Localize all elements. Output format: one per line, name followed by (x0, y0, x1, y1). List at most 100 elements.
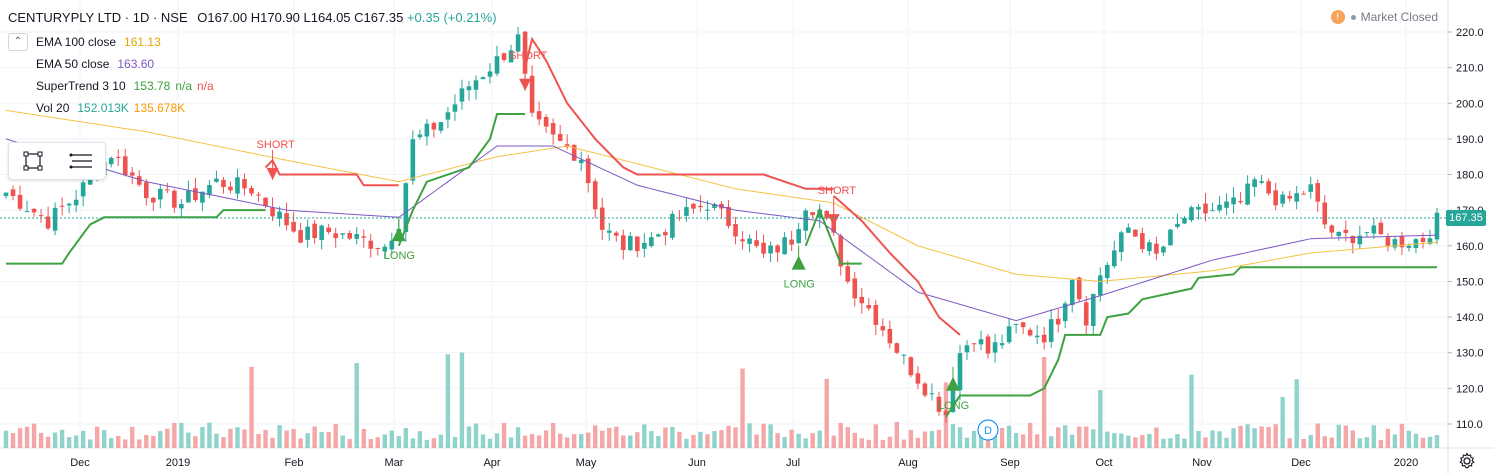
x-tick-label: Jul (786, 457, 800, 469)
volume-bar (880, 439, 886, 448)
market-status[interactable]: ! Market Closed (1330, 10, 1438, 24)
candle-body (592, 181, 598, 210)
candle-body (1055, 318, 1061, 325)
volume-bar (193, 436, 198, 448)
volume-bar (656, 435, 661, 448)
candle-body (1048, 319, 1054, 342)
volume-bar (17, 428, 23, 448)
candle-body (922, 383, 928, 396)
volume-bar (487, 438, 493, 448)
candle-body (733, 224, 738, 237)
volume-bar (600, 430, 605, 448)
candle-body (1308, 184, 1314, 192)
candle-body (361, 236, 367, 238)
long-signal-label: LONG (784, 279, 815, 291)
candle-body (1147, 242, 1152, 252)
rectangle-icon[interactable] (18, 146, 48, 176)
volume-bar (536, 435, 542, 448)
volume-bar (1210, 430, 1215, 448)
gear-icon[interactable] (1458, 452, 1476, 470)
candle-body (557, 133, 563, 141)
y-tick-label: 180.0 (1456, 170, 1484, 182)
volume-bar (1070, 434, 1075, 448)
volume-bar (971, 430, 977, 448)
candle-body (1140, 233, 1145, 250)
candle-body (1245, 183, 1250, 205)
candle-body (684, 207, 689, 216)
legend-row-ema50[interactable]: EMA 50 close 163.60 (8, 53, 214, 75)
hamburger-icon[interactable] (66, 146, 96, 176)
symbol-header: CENTURYPLY LTD · 1D · NSE O167.00 H170.9… (8, 10, 497, 25)
volume-bar (73, 435, 79, 448)
volume-bar (165, 428, 170, 448)
volume-bar (1322, 436, 1327, 448)
volume-bar (1154, 427, 1159, 448)
volume-bar (179, 422, 184, 448)
x-tick-label: Dec (70, 457, 90, 469)
indicator-legend: ⌃ EMA 100 close 161.13 EMA 50 close 163.… (8, 31, 214, 119)
volume-bar (957, 427, 963, 448)
candle-body (845, 266, 851, 282)
ema100-line (5, 109, 1438, 282)
candle-body (59, 205, 65, 207)
volume-bar (782, 436, 787, 448)
volume-bar (670, 426, 675, 448)
candle-body (1427, 238, 1433, 244)
candle-body (894, 343, 900, 353)
last-price-label: 167.35 (1446, 210, 1486, 226)
x-tick-label: Feb (285, 457, 304, 469)
volume-bar (803, 438, 808, 448)
volume-bar (3, 430, 9, 448)
dividend-marker-icon[interactable] (977, 419, 999, 441)
candle-body (487, 71, 493, 77)
volume-bar (564, 437, 570, 448)
volume-bar (1329, 437, 1334, 448)
legend-value: 152.013K (77, 101, 129, 115)
volume-bar (1392, 434, 1398, 448)
volume-bar (1063, 425, 1068, 448)
candle-body (368, 240, 374, 249)
y-tick-label: 110.0 (1456, 419, 1483, 431)
candle-body (1119, 232, 1124, 253)
volume-bar (452, 436, 458, 448)
volume-bar (978, 429, 984, 448)
legend-row-supertrend[interactable]: SuperTrend 3 10 153.78 n/a n/a (8, 75, 214, 97)
volume-bar (368, 439, 373, 448)
candle-body (431, 122, 437, 130)
volume-bar (1287, 438, 1292, 448)
volume-bar (291, 429, 296, 448)
candle-body (747, 238, 752, 244)
legend-row-ema100[interactable]: ⌃ EMA 100 close 161.13 (8, 31, 214, 53)
y-tick-label: 210.0 (1456, 63, 1484, 75)
volume-bar (186, 432, 191, 448)
symbol-title[interactable]: CENTURYPLY LTD · 1D · NSE (8, 10, 188, 25)
volume-bar (936, 429, 942, 448)
volume-bar (438, 434, 444, 448)
candle-body (543, 116, 549, 127)
volume-bar (52, 432, 58, 448)
candle-body (943, 411, 949, 416)
chevron-up-icon[interactable]: ⌃ (8, 33, 28, 51)
candle-body (677, 217, 682, 219)
volume-bar (1420, 437, 1426, 448)
legend-name: SuperTrend 3 10 (36, 79, 126, 93)
candle-body (108, 157, 114, 165)
volume-bar (410, 438, 416, 448)
legend-value-na: n/a (175, 79, 193, 93)
volume-bar (1371, 425, 1377, 448)
supertrend-down-line (264, 158, 399, 187)
legend-value-na: n/a (197, 79, 214, 93)
volume-bar (31, 423, 37, 448)
candle-body (1069, 279, 1075, 306)
volume-bar (529, 434, 535, 448)
short-signal-label: SHORT (509, 50, 548, 62)
candle-body (529, 75, 535, 113)
candle-body (45, 216, 51, 229)
candle-body (957, 353, 963, 391)
legend-row-volume[interactable]: Vol 20 152.013K 135.678K (8, 97, 214, 119)
candle-body (31, 208, 37, 213)
volume-bar (200, 426, 205, 448)
y-tick-label: 120.0 (1456, 383, 1484, 395)
x-tick-label: 2019 (166, 457, 190, 469)
